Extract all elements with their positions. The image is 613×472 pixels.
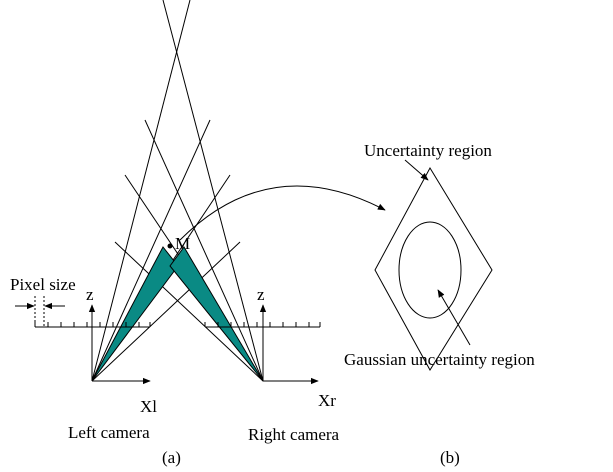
gaussian-region <box>398 221 462 319</box>
z-right-label: z <box>257 285 265 304</box>
panel-a-label: (a) <box>162 448 181 467</box>
point-m <box>167 243 173 249</box>
axes <box>15 296 321 385</box>
point-label: M <box>175 234 190 253</box>
link-arrow <box>179 185 386 241</box>
panel-b-label: (b) <box>440 448 460 467</box>
x-right-label: Xr <box>318 391 336 410</box>
left-wedge <box>91 246 179 382</box>
uncertainty-label: Uncertainty region <box>364 141 492 160</box>
pixel-size-label: Pixel size <box>10 275 76 294</box>
gaussian-pointer <box>437 289 471 346</box>
left-camera-label: Left camera <box>68 423 150 442</box>
rays <box>91 0 264 382</box>
uncertainty-region <box>374 166 493 371</box>
right-camera-label: Right camera <box>248 425 340 444</box>
z-left-label: z <box>86 285 94 304</box>
gaussian-label: Gaussian uncertainty region <box>344 350 535 369</box>
x-left-label: Xl <box>140 397 157 416</box>
right-wedge <box>169 246 264 382</box>
uncertainty-pointer <box>404 159 429 181</box>
